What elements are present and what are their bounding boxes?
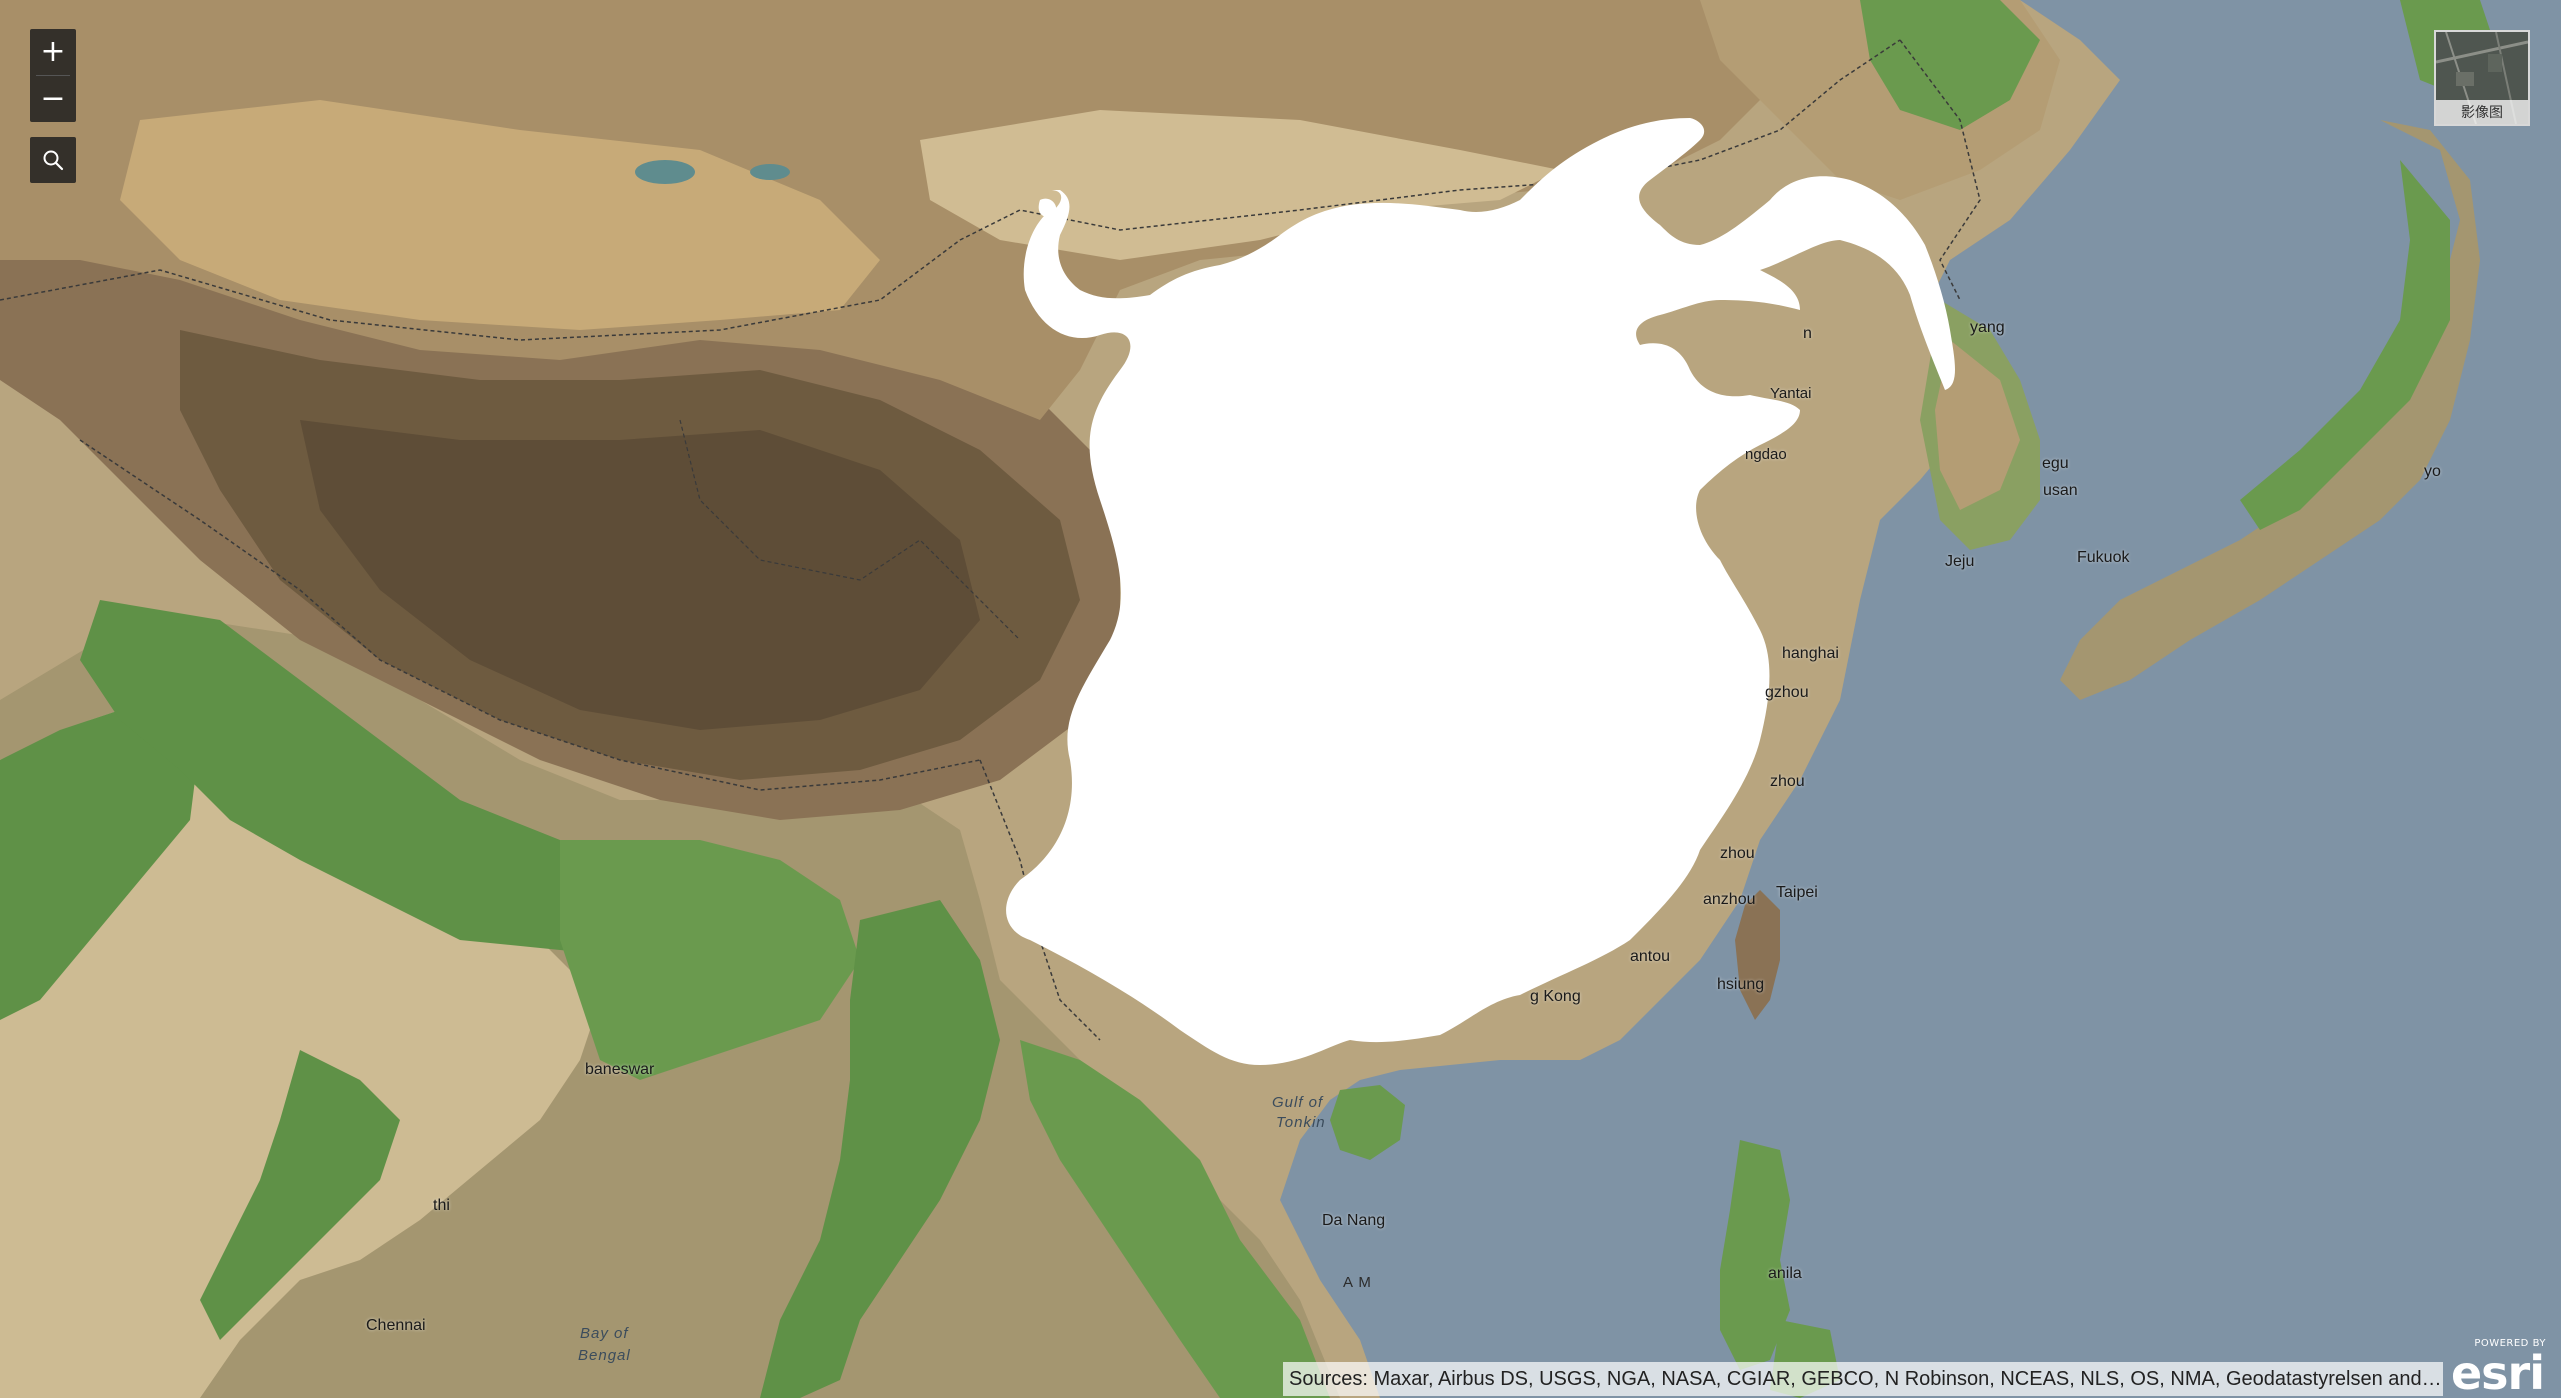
city-label-wenzhou: zhou	[1770, 773, 1805, 790]
water-label-gulf-of-tonkin-2: Tonkin	[1276, 1114, 1326, 1131]
esri-logo[interactable]: POWERED BY esri	[2412, 1338, 2552, 1398]
city-label-shanghai: hanghai	[1782, 645, 1839, 662]
city-label-jeju: Jeju	[1945, 553, 1975, 570]
search-icon	[43, 150, 64, 171]
city-label-hongkong: g Kong	[1530, 988, 1581, 1005]
city-label-kaohsiung: hsiung	[1717, 976, 1765, 993]
city-label-fukuoka: Fukuok	[2077, 549, 2130, 566]
zoom-in-button[interactable]: +	[40, 34, 66, 69]
water-label-bay-of-bengal-2: Bengal	[578, 1347, 631, 1364]
city-label-taipei: Taipei	[1776, 884, 1818, 901]
city-label-chennai: Chennai	[366, 1317, 426, 1334]
city-label-busan: usan	[2043, 482, 2078, 499]
city-label-daegu: egu	[2042, 455, 2069, 472]
city-label-yantai: Yantai	[1770, 385, 1812, 402]
basemap-toggle-label: 影像图	[2436, 100, 2528, 124]
city-label-qingdao: ngdao	[1745, 446, 1787, 463]
esri-powered-text: POWERED BY	[2474, 1338, 2546, 1349]
water-label-gulf-of-tonkin-1: Gulf of	[1272, 1094, 1324, 1111]
map-attribution[interactable]: Sources: Maxar, Airbus DS, USGS, NGA, NA…	[1283, 1362, 2443, 1396]
basemap-toggle[interactable]: 影像图	[2434, 30, 2530, 126]
zoom-divider	[36, 75, 70, 76]
country-label-vietnam: A M	[1343, 1274, 1372, 1291]
esri-wordmark: esri	[2450, 1346, 2545, 1398]
city-label-quanzhou: anzhou	[1703, 891, 1756, 908]
city-label-fuzhou: zhou	[1720, 845, 1755, 862]
city-label-delhi: thi	[433, 1197, 450, 1214]
city-label-manila: anila	[1768, 1265, 1802, 1282]
zoom-controls: + −	[30, 29, 76, 122]
city-label-pyongyang: yang	[1970, 319, 2005, 336]
city-label-bhubaneswar: baneswar	[585, 1061, 655, 1078]
water-label-bay-of-bengal-1: Bay of	[580, 1325, 629, 1342]
city-label-shantou: antou	[1630, 948, 1671, 965]
search-button[interactable]	[30, 137, 76, 183]
city-label-tokyo: yo	[2424, 463, 2441, 480]
city-label-da-nang: Da Nang	[1322, 1212, 1386, 1229]
city-label-dalian: n	[1803, 325, 1812, 342]
zoom-out-button[interactable]: −	[40, 81, 66, 116]
city-label-hangzhou: gzhou	[1765, 684, 1809, 701]
